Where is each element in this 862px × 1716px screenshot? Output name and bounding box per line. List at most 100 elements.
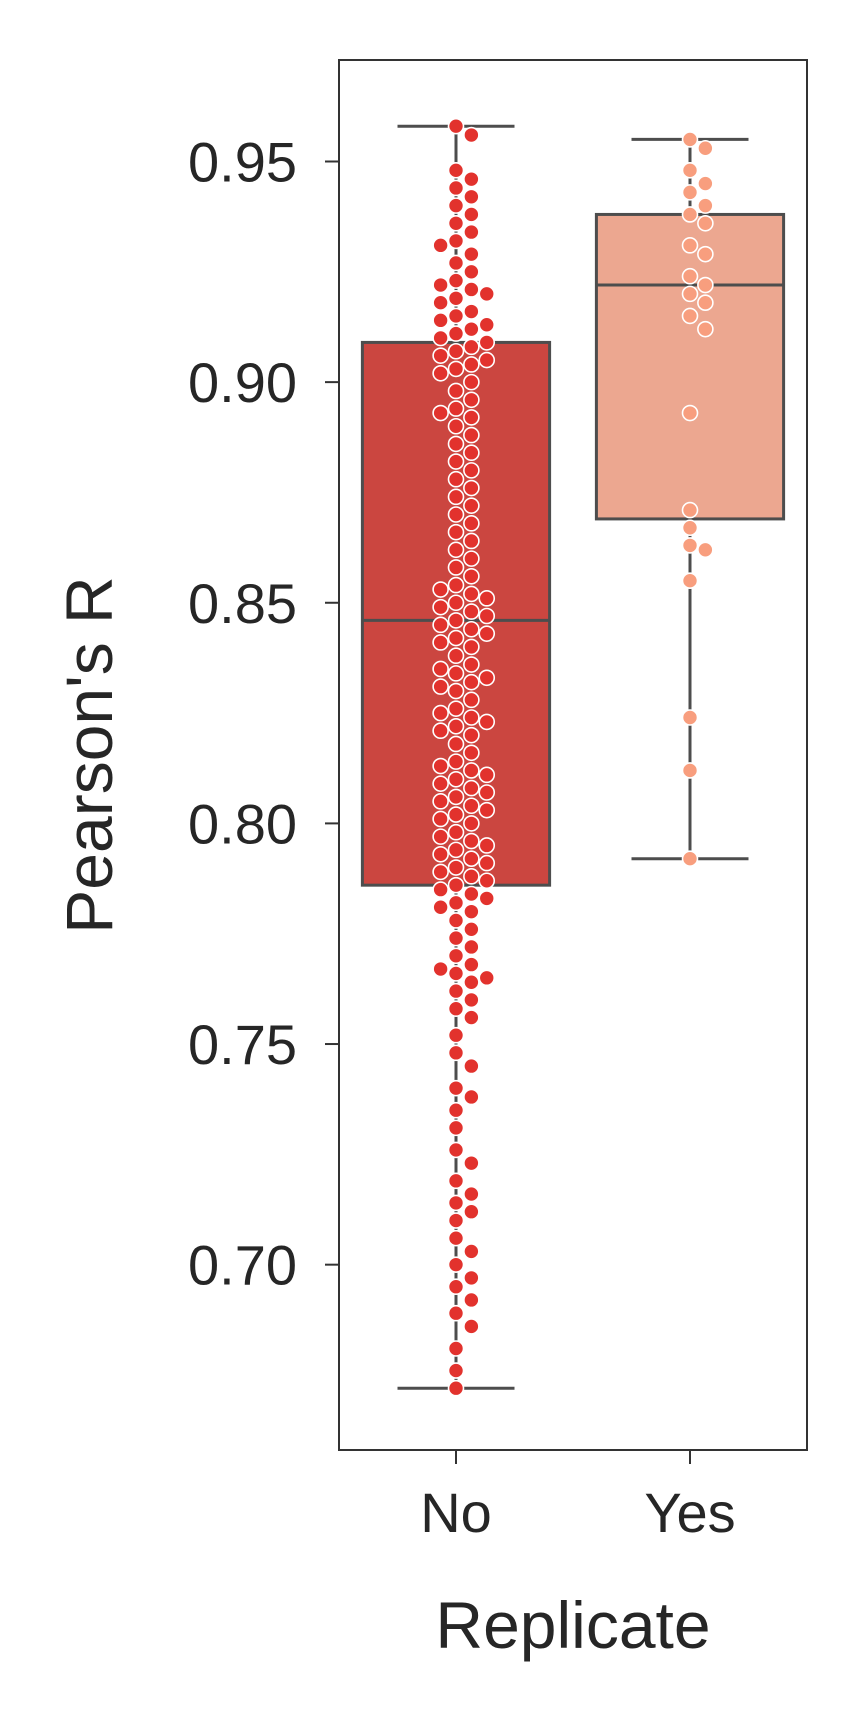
point-no-158 bbox=[463, 1269, 480, 1287]
point-no-37 bbox=[447, 382, 465, 400]
point-no-26 bbox=[447, 325, 465, 342]
point-no-83 bbox=[463, 691, 480, 709]
point-yes-24 bbox=[681, 850, 699, 867]
point-no-106 bbox=[432, 810, 449, 828]
point-no-155 bbox=[447, 1229, 465, 1247]
point-no-23 bbox=[432, 312, 449, 329]
y-axis-title: Pearson's R bbox=[52, 576, 126, 933]
point-no-32 bbox=[478, 351, 496, 369]
x-tick-label-yes: Yes bbox=[644, 1481, 735, 1544]
point-no-101 bbox=[447, 788, 465, 806]
point-no-1 bbox=[463, 126, 480, 144]
boxes-layer bbox=[360, 124, 786, 1390]
point-yes-9 bbox=[697, 245, 714, 263]
point-no-75 bbox=[447, 647, 465, 665]
point-no-19 bbox=[447, 289, 465, 307]
point-no-105 bbox=[447, 806, 465, 823]
point-yes-2 bbox=[681, 162, 699, 179]
point-no-115 bbox=[478, 854, 496, 872]
point-no-134 bbox=[447, 965, 465, 982]
point-yes-12 bbox=[681, 285, 699, 303]
point-no-151 bbox=[463, 1185, 480, 1203]
point-no-150 bbox=[447, 1172, 465, 1190]
point-no-107 bbox=[463, 815, 480, 832]
point-no-48 bbox=[447, 470, 465, 488]
point-yes-3 bbox=[697, 175, 714, 192]
point-no-69 bbox=[432, 616, 449, 634]
point-no-143 bbox=[463, 1057, 480, 1075]
point-no-22 bbox=[447, 307, 465, 325]
point-yes-8 bbox=[681, 237, 699, 254]
x-tick-label-no: No bbox=[420, 1481, 492, 1544]
point-yes-21 bbox=[681, 572, 699, 589]
point-no-103 bbox=[463, 797, 480, 815]
plot-frame bbox=[338, 59, 808, 1451]
point-no-20 bbox=[432, 294, 449, 311]
point-no-136 bbox=[463, 973, 480, 991]
point-no-135 bbox=[478, 969, 496, 987]
point-no-62 bbox=[463, 585, 480, 603]
y-tick-label-2: 0.80 bbox=[188, 792, 297, 855]
point-no-149 bbox=[463, 1154, 480, 1172]
point-no-53 bbox=[463, 515, 480, 532]
point-no-159 bbox=[447, 1278, 465, 1296]
point-yes-19 bbox=[681, 537, 699, 554]
point-no-25 bbox=[463, 320, 480, 338]
point-no-124 bbox=[447, 894, 465, 912]
point-no-8 bbox=[447, 214, 465, 232]
y-tick-label-3: 0.85 bbox=[188, 572, 297, 635]
point-no-71 bbox=[478, 625, 496, 642]
point-no-89 bbox=[432, 722, 449, 740]
point-no-14 bbox=[463, 263, 480, 281]
point-no-98 bbox=[432, 775, 449, 792]
point-no-120 bbox=[447, 876, 465, 894]
point-no-57 bbox=[463, 550, 480, 567]
point-no-99 bbox=[463, 779, 480, 797]
point-no-39 bbox=[447, 400, 465, 417]
point-no-12 bbox=[463, 245, 480, 263]
point-no-11 bbox=[432, 237, 449, 254]
point-no-114 bbox=[463, 850, 480, 867]
point-no-27 bbox=[432, 329, 449, 347]
point-no-28 bbox=[478, 334, 496, 351]
point-no-86 bbox=[463, 709, 480, 726]
y-tick-label-4: 0.90 bbox=[188, 351, 297, 414]
point-no-125 bbox=[432, 898, 449, 916]
point-yes-0 bbox=[681, 131, 699, 148]
point-no-121 bbox=[432, 881, 449, 898]
point-no-141 bbox=[447, 1026, 465, 1044]
point-no-9 bbox=[463, 223, 480, 241]
y-axis: 0.70 0.75 0.80 0.85 0.90 0.95 bbox=[188, 130, 339, 1297]
point-yes-16 bbox=[681, 404, 699, 422]
point-no-117 bbox=[432, 863, 449, 881]
point-no-138 bbox=[463, 991, 480, 1009]
y-tick-label-1: 0.75 bbox=[188, 1013, 297, 1076]
point-no-46 bbox=[447, 453, 465, 470]
point-no-108 bbox=[447, 823, 465, 841]
point-no-93 bbox=[447, 753, 465, 770]
point-no-85 bbox=[432, 704, 449, 722]
point-no-96 bbox=[478, 766, 496, 784]
point-no-147 bbox=[447, 1119, 465, 1137]
point-no-92 bbox=[463, 744, 480, 762]
point-no-34 bbox=[447, 360, 465, 378]
point-no-137 bbox=[447, 982, 465, 1000]
point-no-52 bbox=[447, 506, 465, 523]
point-no-58 bbox=[447, 559, 465, 576]
point-no-140 bbox=[463, 1009, 480, 1026]
point-no-161 bbox=[447, 1304, 465, 1322]
point-no-24 bbox=[478, 316, 496, 334]
point-no-153 bbox=[463, 1203, 480, 1221]
points-layer bbox=[432, 117, 714, 1397]
point-yes-14 bbox=[681, 307, 699, 325]
point-yes-5 bbox=[697, 197, 714, 214]
point-no-21 bbox=[463, 303, 480, 320]
point-yes-18 bbox=[681, 519, 699, 537]
point-no-142 bbox=[447, 1044, 465, 1062]
point-no-79 bbox=[478, 669, 496, 687]
point-no-10 bbox=[447, 232, 465, 250]
point-yes-10 bbox=[681, 267, 699, 285]
point-no-77 bbox=[432, 660, 449, 678]
y-tick-label-5: 0.95 bbox=[188, 130, 297, 193]
